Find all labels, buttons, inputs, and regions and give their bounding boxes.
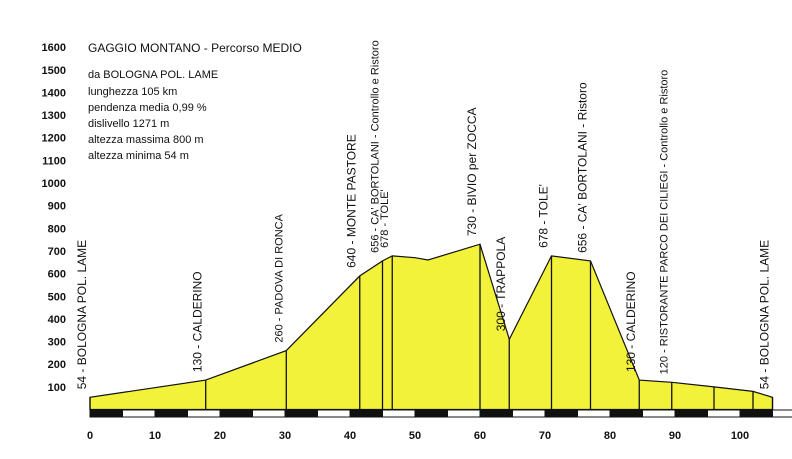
info-length: lunghezza 105 km [88,86,177,98]
scale-segment [773,410,792,417]
x-axis: 0102030405060708090100110 [87,430,792,442]
y-tick-label: 1100 [42,155,66,167]
scale-segment [480,410,513,417]
y-tick-label: 1000 [42,178,66,190]
scale-segment [90,410,123,417]
x-tick-label: 20 [214,430,226,442]
x-tick-label: 40 [344,430,356,442]
scale-segment [643,410,676,417]
chart-title: GAGGIO MONTANO - Percorso MEDIO [88,41,302,55]
y-tick-label: 700 [48,246,66,258]
y-tick-label: 1200 [42,133,66,145]
x-tick-label: 50 [409,430,421,442]
info-start: da BOLOGNA POL. LAME [88,69,218,81]
y-tick-label: 500 [48,291,66,303]
waypoint-label: 54 - BOLOGNA POL. LAME [75,240,89,389]
x-tick-label: 30 [279,430,291,442]
scale-segment [545,410,578,417]
info-avg-slope: pendenza media 0,99 % [88,102,207,114]
scale-segment [675,410,708,417]
waypoint-label: 300 - TRAPPOLA [494,237,508,332]
distance-scale-bar [90,410,792,417]
y-tick-label: 200 [48,359,66,371]
scale-segment [708,410,741,417]
x-tick-label: 60 [474,430,486,442]
y-tick-label: 100 [48,382,66,394]
y-tick-label: 900 [48,201,66,213]
scale-segment [220,410,253,417]
y-tick-label: 1300 [42,110,66,122]
y-tick-label: 600 [48,269,66,281]
waypoint-label: 640 - MONTE PASTORE [345,134,359,268]
waypoint-label: 120 - RISTORANTE PARCO DEI CILIEGI - Con… [659,70,671,375]
scale-segment [350,410,383,417]
scale-segment [610,410,643,417]
scale-segment [740,410,773,417]
scale-segment [285,410,318,417]
x-tick-label: 90 [669,430,681,442]
waypoint-label: 260 - PADOVA DI RONCA [273,213,285,342]
scale-segment [188,410,221,417]
y-tick-label: 800 [48,223,66,235]
y-tick-label: 1400 [42,87,66,99]
scale-segment [448,410,481,417]
info-max-altitude: altezza massima 800 m [88,134,204,146]
scale-segment [578,410,611,417]
scale-segment [318,410,351,417]
scale-segment [253,410,286,417]
info-climb: dislivello 1271 m [88,118,169,130]
scale-segment [513,410,546,417]
waypoint-label: 130 - CALDERINO [191,271,205,372]
scale-segment [155,410,188,417]
x-tick-label: 100 [731,430,749,442]
y-tick-label: 300 [48,337,66,349]
waypoint-label: 656 - CA' BORTOLANI - Ristoro [576,82,590,253]
info-min-altitude: altezza minima 54 m [88,150,189,162]
waypoint-label: 678 - TOLE' [379,189,391,248]
x-tick-label: 0 [87,430,93,442]
scale-segment [123,410,156,417]
waypoint-label: 730 - BIVIO per ZOCCA [465,107,479,236]
y-tick-label: 1500 [42,65,66,77]
x-tick-label: 70 [539,430,551,442]
scale-segment [383,410,416,417]
scale-segment [415,410,448,417]
y-tick-label: 400 [48,314,66,326]
waypoint-label: 54 - BOLOGNA POL. LAME [758,240,772,389]
x-tick-label: 80 [604,430,616,442]
waypoint-label: 678 - TOLE' [537,184,551,248]
y-tick-label: 1600 [42,42,66,54]
x-tick-label: 10 [149,430,161,442]
waypoint-label: 130 - CALDERINO [624,271,638,372]
y-axis: 100 200 300 400 500 600 700 800 900 1000 1100 1200 1… [42,42,66,394]
